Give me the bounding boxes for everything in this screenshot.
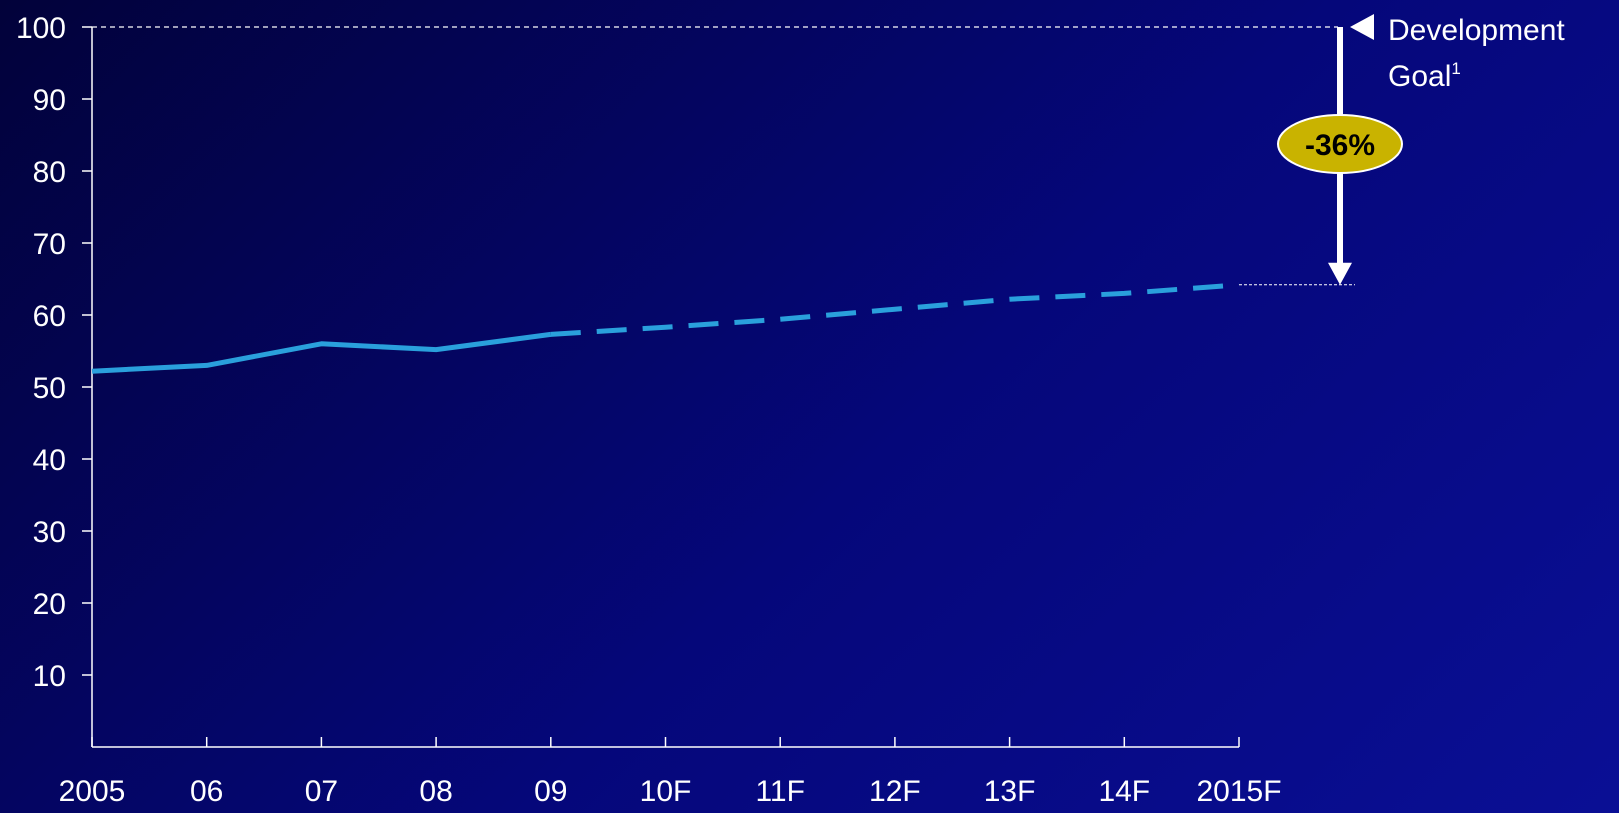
- y-tick-label: 90: [33, 84, 66, 117]
- x-tick-label: 12F: [869, 775, 921, 808]
- x-tick-label: 08: [419, 775, 452, 808]
- goal-pointer-icon: [1350, 14, 1374, 40]
- y-tick-label: 70: [33, 228, 66, 261]
- y-tick-label: 10: [33, 660, 66, 693]
- down-arrow-icon: [1328, 262, 1352, 285]
- y-tick-label: 60: [33, 300, 66, 333]
- x-tick-label: 2015F: [1196, 775, 1281, 808]
- y-tick-label: 80: [33, 156, 66, 189]
- annotation-layer: -36%: [1239, 27, 1403, 286]
- goal-label-line2: Goal1: [1388, 59, 1461, 93]
- x-tick-label: 07: [305, 775, 338, 808]
- goal-layer: Development Goal1: [92, 14, 1565, 93]
- y-tick-label: 20: [33, 588, 66, 621]
- y-axis: 10 20 30 40 50 60 70 80 90 100: [16, 12, 93, 747]
- x-tick-label: 06: [190, 775, 223, 808]
- y-tick-label: 40: [33, 444, 66, 477]
- gap-label: -36%: [1305, 129, 1375, 162]
- actual-series-line: [91, 331, 552, 374]
- x-tick-label: 09: [534, 775, 567, 808]
- x-axis: 2005 06 07 08 09 10F 11F 12F 13F 14F 2015F: [59, 737, 1282, 808]
- x-tick-label: 14F: [1098, 775, 1150, 808]
- series-layer: [91, 282, 1240, 374]
- y-tick-label: 100: [16, 12, 66, 45]
- y-tick-label: 50: [33, 372, 66, 405]
- x-tick-label: 11F: [755, 775, 804, 808]
- y-tick-label: 30: [33, 516, 66, 549]
- x-tick-label: 13F: [984, 775, 1036, 808]
- forecast-series-line: [550, 282, 1240, 337]
- goal-label: Development: [1388, 14, 1565, 47]
- x-tick-label: 2005: [59, 775, 126, 808]
- x-tick-label: 10F: [640, 775, 692, 808]
- gap-badge: [1277, 114, 1403, 174]
